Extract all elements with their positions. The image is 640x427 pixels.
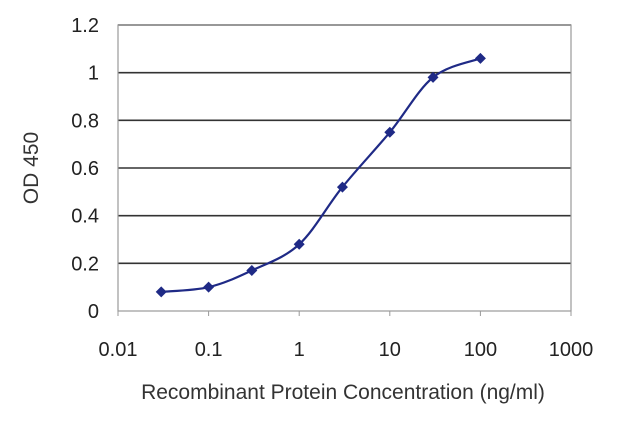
series-line [161,57,481,293]
x-axis-ticks: 0.01 0.1 1 10 100 1000 [99,311,594,361]
y-axis-title: OD 450 [20,132,43,204]
x-tick-label: 100 [464,339,497,361]
x-axis-title: Recombinant Protein Concentration (ng/ml… [141,381,545,404]
x-tick-label: 0.1 [195,339,223,361]
plot-area-frame [117,24,572,312]
y-tick-label: 1.2 [71,15,99,37]
x-tick-label: 1 [294,339,305,361]
y-axis-ticks: 0 0.2 0.4 0.6 0.8 1 1.2 [71,15,99,323]
y-tick-label: 1 [88,63,99,85]
x-tick-label: 1000 [549,339,594,361]
x-tick-label: 0.01 [99,339,138,361]
data-point [203,281,215,293]
y-tick-label: 0 [88,301,99,323]
data-point [155,286,167,298]
data-point [384,126,396,138]
data-point [336,181,348,193]
data-point [293,238,305,250]
data-point [427,71,439,83]
x-tick-label: 10 [379,339,401,361]
grid-lines [118,24,571,265]
data-point [246,264,258,276]
data-point-markers [155,52,486,298]
y-tick-label: 0.4 [71,206,99,228]
y-tick-label: 0.6 [71,158,99,180]
y-tick-label: 0.8 [71,110,99,132]
data-point [474,52,486,64]
y-tick-label: 0.2 [71,253,99,275]
